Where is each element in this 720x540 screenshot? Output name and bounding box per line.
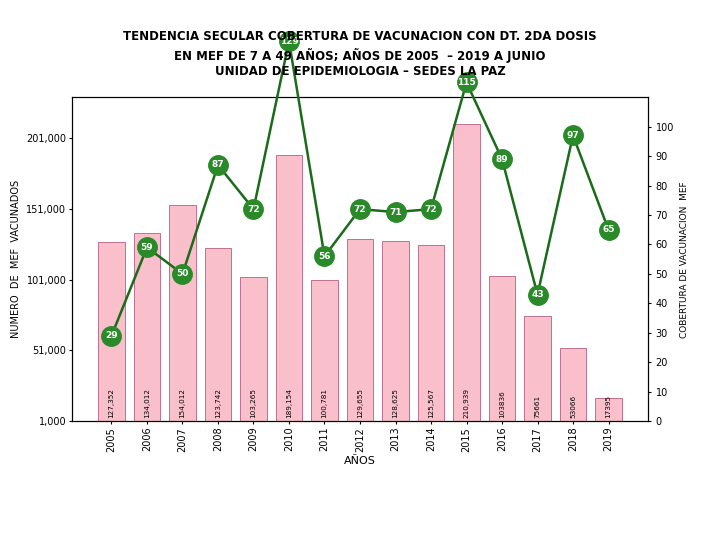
Text: TENDENCIA SECULAR COBERTURA DE VACUNACION CON DT. 2DA DOSIS: TENDENCIA SECULAR COBERTURA DE VACUNACIO… <box>123 30 597 43</box>
Text: 97: 97 <box>567 131 580 140</box>
Text: 17395: 17395 <box>606 395 611 418</box>
Y-axis label: COBERTURA DE VACUNACION  MEF: COBERTURA DE VACUNACION MEF <box>680 181 688 338</box>
Text: 129: 129 <box>279 37 298 46</box>
Text: 29: 29 <box>105 331 118 340</box>
Bar <box>595 398 622 423</box>
Text: 103,265: 103,265 <box>251 388 256 418</box>
Text: 53066: 53066 <box>570 395 576 418</box>
Text: 50: 50 <box>176 269 189 279</box>
Bar <box>347 239 373 423</box>
Text: 87: 87 <box>212 160 225 170</box>
Text: 128,625: 128,625 <box>392 388 398 418</box>
Text: EN MEF DE 7 A 49 AÑOS; AÑOS DE 2005  – 2019 A JUNIO: EN MEF DE 7 A 49 AÑOS; AÑOS DE 2005 – 20… <box>174 48 546 63</box>
Text: 65: 65 <box>602 225 615 234</box>
Text: 43: 43 <box>531 290 544 299</box>
Text: AÑOS: AÑOS <box>344 456 376 467</box>
Y-axis label: NUMERO  DE  MEF  VACUNADOS: NUMERO DE MEF VACUNADOS <box>11 180 21 338</box>
Bar <box>559 348 586 423</box>
Text: 100,781: 100,781 <box>322 388 328 418</box>
Text: 127,352: 127,352 <box>109 388 114 418</box>
Text: 134,012: 134,012 <box>144 388 150 418</box>
Text: 56: 56 <box>318 252 330 261</box>
Text: 72: 72 <box>425 205 437 214</box>
Text: 71: 71 <box>390 207 402 217</box>
Bar <box>382 241 409 423</box>
Text: 154,012: 154,012 <box>179 388 186 418</box>
Text: UNIDAD DE EPIDEMIOLOGIA – SEDES LA PAZ: UNIDAD DE EPIDEMIOLOGIA – SEDES LA PAZ <box>215 65 505 78</box>
Bar <box>524 315 551 423</box>
Text: 103836: 103836 <box>499 390 505 418</box>
Text: 189,154: 189,154 <box>286 388 292 418</box>
Bar <box>453 124 480 423</box>
Bar <box>204 247 231 423</box>
Text: 59: 59 <box>140 243 153 252</box>
Bar <box>276 155 302 423</box>
Text: 72: 72 <box>354 205 366 214</box>
Bar <box>418 245 444 423</box>
Text: 115: 115 <box>457 78 476 87</box>
Text: 75661: 75661 <box>534 395 541 418</box>
Text: 125,567: 125,567 <box>428 388 434 418</box>
Bar <box>98 242 125 423</box>
Bar <box>134 233 161 423</box>
Bar <box>169 205 196 423</box>
Text: 89: 89 <box>495 154 508 164</box>
Text: 210,939: 210,939 <box>464 388 469 418</box>
Bar <box>240 276 267 423</box>
Text: 123,742: 123,742 <box>215 388 221 418</box>
Text: 129,655: 129,655 <box>357 388 363 418</box>
Bar <box>311 280 338 423</box>
Text: 72: 72 <box>247 205 260 214</box>
Bar <box>489 276 516 423</box>
